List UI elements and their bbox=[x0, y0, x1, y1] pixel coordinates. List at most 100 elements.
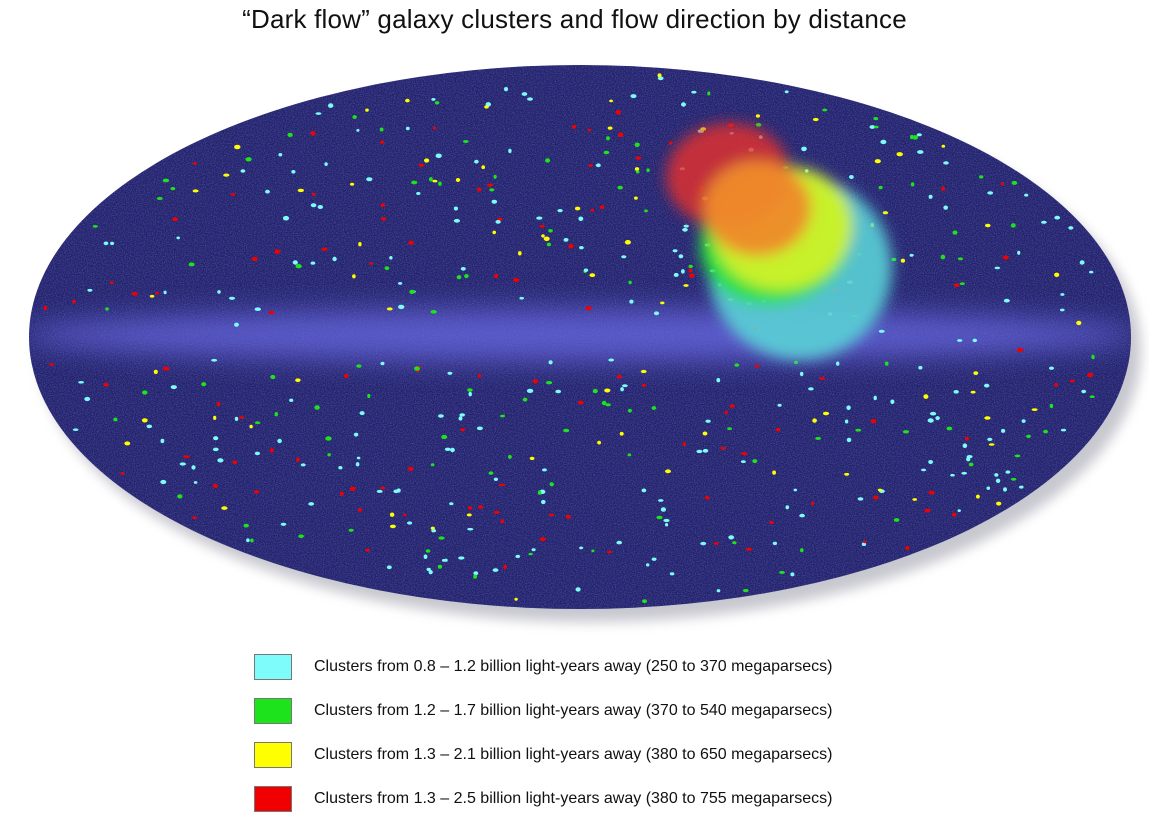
cluster-dot bbox=[353, 432, 359, 437]
cluster-dot bbox=[408, 240, 414, 245]
cluster-dot bbox=[381, 217, 387, 221]
cluster-dot bbox=[890, 399, 895, 405]
cluster-dot bbox=[444, 447, 451, 451]
cluster-dot bbox=[513, 278, 520, 282]
cluster-dot bbox=[579, 546, 584, 550]
cluster-dot bbox=[356, 129, 360, 132]
cluster-dot bbox=[409, 289, 415, 294]
flow-direction-regions bbox=[666, 122, 892, 360]
cluster-dot bbox=[682, 442, 686, 447]
cluster-dot bbox=[521, 92, 528, 96]
cluster-dot bbox=[321, 247, 328, 251]
cluster-dot bbox=[270, 374, 276, 380]
cluster-dot bbox=[103, 241, 109, 246]
cluster-dot bbox=[430, 310, 437, 314]
cluster-dot bbox=[280, 522, 287, 526]
cluster-dot bbox=[683, 284, 689, 287]
cluster-dot bbox=[105, 307, 109, 311]
cluster-dot bbox=[658, 499, 664, 502]
cluster-dot bbox=[1019, 485, 1024, 489]
legend-label: Clusters from 1.2 – 1.7 billion light-ye… bbox=[314, 702, 833, 719]
cluster-dot bbox=[1060, 428, 1067, 432]
cluster-dot bbox=[946, 426, 953, 431]
cluster-dot bbox=[794, 360, 798, 364]
cluster-dot bbox=[477, 373, 482, 378]
cluster-dot bbox=[752, 459, 758, 464]
cluster-dot bbox=[634, 167, 640, 171]
cluster-dot bbox=[976, 494, 980, 499]
cluster-dot bbox=[539, 224, 545, 228]
cluster-dot bbox=[579, 246, 584, 250]
cluster-dot bbox=[688, 273, 695, 278]
cluster-dot bbox=[221, 506, 228, 510]
cluster-dot bbox=[357, 508, 362, 512]
cluster-dot bbox=[72, 428, 79, 432]
cluster-dot bbox=[455, 178, 461, 182]
cluster-dot bbox=[287, 132, 293, 137]
cluster-dot bbox=[492, 568, 499, 572]
cluster-dot bbox=[380, 203, 386, 207]
cluster-dot bbox=[398, 304, 405, 310]
cluster-dot bbox=[537, 490, 542, 495]
cluster-dot bbox=[928, 194, 933, 199]
cluster-dot bbox=[92, 225, 98, 228]
cluster-dot bbox=[568, 244, 574, 249]
cluster-dot bbox=[734, 363, 740, 367]
cluster-dot bbox=[434, 101, 440, 105]
cluster-dot bbox=[713, 542, 719, 545]
cluster-dot bbox=[994, 473, 999, 477]
cluster-dot bbox=[629, 299, 634, 304]
cluster-dot bbox=[536, 216, 543, 220]
cluster-dot bbox=[265, 189, 270, 194]
cluster-dot bbox=[651, 557, 657, 561]
cluster-dot bbox=[622, 384, 628, 388]
sky-map bbox=[29, 65, 1141, 622]
cluster-dot bbox=[179, 462, 186, 466]
cluster-dot bbox=[1024, 193, 1029, 197]
cluster-dot bbox=[972, 338, 978, 343]
cluster-dot bbox=[155, 291, 159, 295]
cluster-dot bbox=[624, 240, 631, 245]
cluster-dot bbox=[124, 441, 131, 446]
cluster-dot bbox=[784, 90, 789, 94]
cluster-dot bbox=[1068, 226, 1074, 230]
legend-label: Clusters from 1.3 – 2.1 billion light-ye… bbox=[314, 746, 833, 763]
cluster-dot bbox=[548, 360, 553, 365]
legend-item: Clusters from 1.2 – 1.7 billion light-ye… bbox=[254, 689, 832, 733]
cluster-dot bbox=[857, 497, 864, 501]
cluster-dot bbox=[467, 506, 473, 510]
cluster-dot bbox=[571, 124, 577, 129]
cluster-dot bbox=[891, 257, 897, 262]
cluster-dot bbox=[449, 502, 454, 506]
cluster-dot bbox=[729, 404, 735, 408]
cluster-dot bbox=[606, 550, 613, 554]
cluster-dot bbox=[240, 169, 246, 173]
cluster-dot bbox=[487, 183, 493, 187]
cluster-dot bbox=[873, 495, 879, 500]
cluster-dot bbox=[849, 175, 854, 179]
legend-swatch-yellow bbox=[254, 742, 292, 768]
cluster-dot bbox=[957, 509, 961, 512]
cluster-dot bbox=[458, 556, 465, 560]
cluster-dot bbox=[338, 466, 343, 470]
cluster-dot bbox=[590, 208, 595, 212]
cluster-dot bbox=[531, 548, 536, 552]
cluster-dot bbox=[87, 288, 93, 292]
cluster-dot bbox=[1043, 429, 1048, 434]
cluster-dot bbox=[498, 483, 505, 487]
cluster-dot bbox=[429, 177, 433, 182]
cluster-dot bbox=[617, 185, 623, 190]
cluster-dot bbox=[702, 448, 709, 453]
cluster-dot bbox=[793, 488, 798, 492]
cluster-dot bbox=[541, 234, 545, 238]
cluster-dot bbox=[874, 125, 879, 129]
cluster-dot bbox=[232, 460, 238, 465]
cluster-dot bbox=[754, 364, 760, 368]
cluster-dot bbox=[943, 205, 948, 210]
cluster-dot bbox=[968, 462, 974, 467]
cluster-dot bbox=[328, 103, 334, 108]
cluster-dot bbox=[460, 267, 466, 271]
cluster-dot bbox=[473, 571, 479, 576]
cluster-dot bbox=[1010, 223, 1016, 228]
cluster-dot bbox=[324, 162, 328, 167]
